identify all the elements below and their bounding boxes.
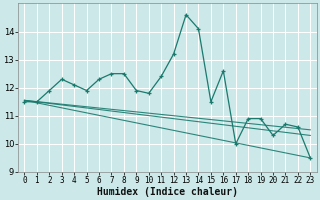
X-axis label: Humidex (Indice chaleur): Humidex (Indice chaleur)	[97, 186, 238, 197]
